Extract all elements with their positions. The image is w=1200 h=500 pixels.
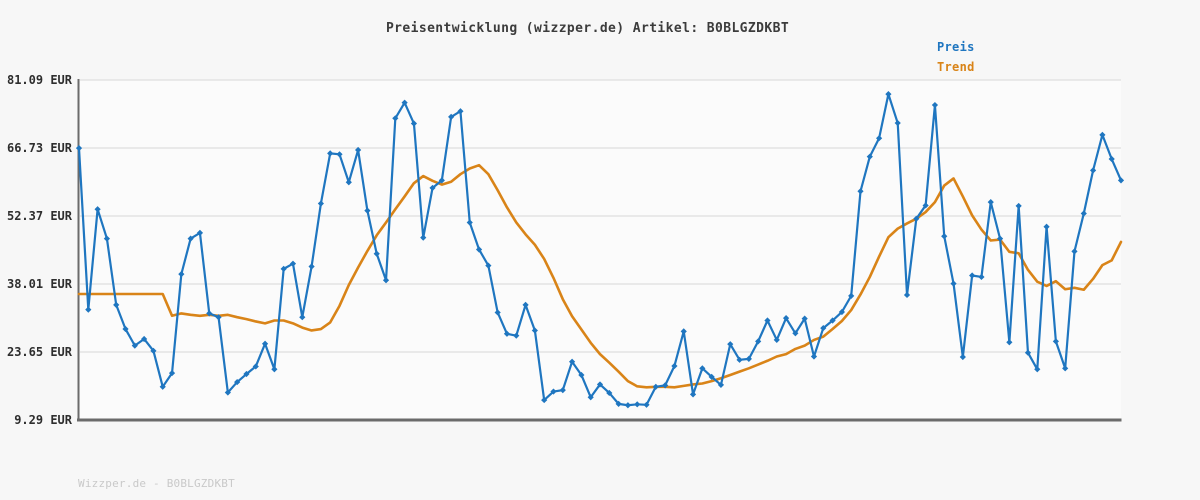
footer-watermark: Wizzper.de - B0BLGZDKBT <box>78 477 235 490</box>
chart-title: Preisentwicklung (wizzper.de) Artikel: B… <box>385 21 790 36</box>
y-axis-tick-label: 66.73 EUR <box>7 141 73 155</box>
plot-background <box>80 80 1121 420</box>
y-axis-tick-label: 52.37 EUR <box>7 209 73 223</box>
legend-label-trend: Trend <box>937 60 975 74</box>
trend-line <box>77 163 1123 389</box>
y-axis-tick-label: 9.29 EUR <box>14 413 73 427</box>
plot-area: 81.09 EUR 66.73 EUR 52.37 EUR 38.01 EUR 23.6… <box>7 73 1125 427</box>
y-axis-tick-label: 23.65 EUR <box>7 345 73 359</box>
legend-label-preis: Preis <box>937 40 975 54</box>
y-axis-tick-label: 38.01 EUR <box>7 277 73 291</box>
y-axis-tick-label: 81.09 EUR <box>7 73 73 87</box>
legend: Preis Trend <box>937 37 975 77</box>
